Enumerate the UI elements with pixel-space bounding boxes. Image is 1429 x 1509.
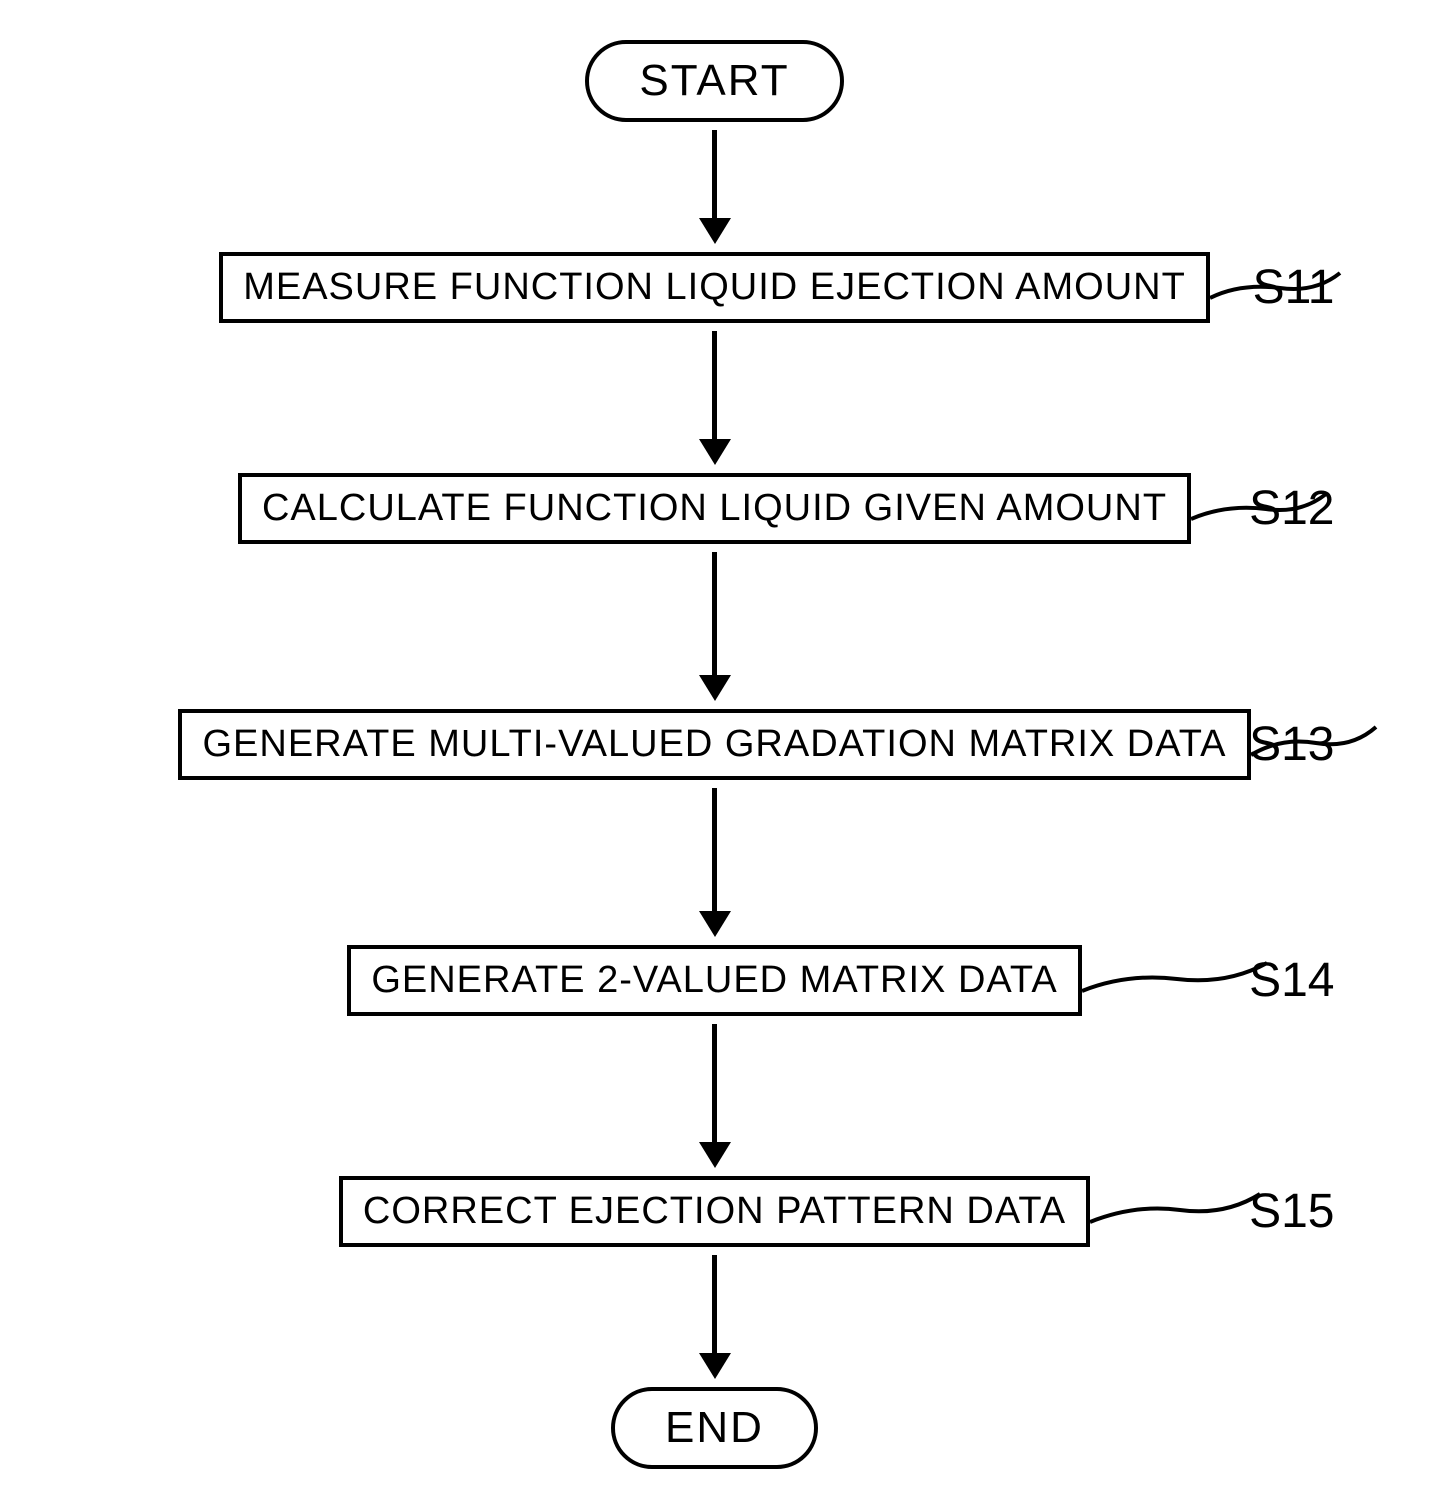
process-box-s12: CALCULATE FUNCTION LIQUID GIVEN AMOUNT	[238, 473, 1191, 544]
process-text: CALCULATE FUNCTION LIQUID GIVEN AMOUNT	[262, 487, 1167, 529]
arrow-head	[699, 218, 731, 244]
step-row-s13: GENERATE MULTI-VALUED GRADATION MATRIX D…	[115, 709, 1315, 780]
arrow-line	[712, 1024, 717, 1144]
arrow-head	[699, 675, 731, 701]
arrow-s11-to-s12	[699, 331, 731, 465]
process-text: MEASURE FUNCTION LIQUID EJECTION AMOUNT	[243, 266, 1186, 308]
arrow-head	[699, 1353, 731, 1379]
arrow-line	[712, 552, 717, 677]
arrow-line	[712, 331, 717, 441]
step-label-s12: S12	[1249, 481, 1334, 536]
process-box-s15: CORRECT EJECTION PATTERN DATA	[339, 1176, 1090, 1247]
arrow-s12-to-s13	[699, 552, 731, 701]
process-text: CORRECT EJECTION PATTERN DATA	[363, 1190, 1066, 1232]
end-terminator: END	[611, 1387, 818, 1469]
step-label-s15: S15	[1249, 1184, 1334, 1239]
step-row-s11: MEASURE FUNCTION LIQUID EJECTION AMOUNT …	[115, 252, 1315, 323]
arrow-start-to-s11	[699, 130, 731, 244]
arrow-line	[712, 130, 717, 220]
step-label-s11: S11	[1253, 260, 1335, 315]
arrow-head	[699, 439, 731, 465]
arrow-head	[699, 1142, 731, 1168]
step-row-s12: CALCULATE FUNCTION LIQUID GIVEN AMOUNT S…	[115, 473, 1315, 544]
arrow-head	[699, 911, 731, 937]
process-text: GENERATE 2-VALUED MATRIX DATA	[371, 959, 1057, 1001]
step-row-s15: CORRECT EJECTION PATTERN DATA S15	[115, 1176, 1315, 1247]
arrow-line	[712, 1255, 717, 1355]
arrow-s14-to-s15	[699, 1024, 731, 1168]
process-text: GENERATE MULTI-VALUED GRADATION MATRIX D…	[202, 723, 1226, 765]
step-label-s14: S14	[1249, 953, 1334, 1008]
end-label: END	[665, 1403, 764, 1452]
arrow-s13-to-s14	[699, 788, 731, 937]
step-label-s13: S13	[1249, 717, 1334, 772]
step-row-s14: GENERATE 2-VALUED MATRIX DATA S14	[115, 945, 1315, 1016]
start-label: START	[639, 56, 789, 105]
start-terminator: START	[585, 40, 843, 122]
process-box-s13: GENERATE MULTI-VALUED GRADATION MATRIX D…	[178, 709, 1250, 780]
process-box-s11: MEASURE FUNCTION LIQUID EJECTION AMOUNT	[219, 252, 1210, 323]
flowchart-container: START MEASURE FUNCTION LIQUID EJECTION A…	[115, 40, 1315, 1469]
process-box-s14: GENERATE 2-VALUED MATRIX DATA	[347, 945, 1081, 1016]
arrow-line	[712, 788, 717, 913]
arrow-s15-to-end	[699, 1255, 731, 1379]
